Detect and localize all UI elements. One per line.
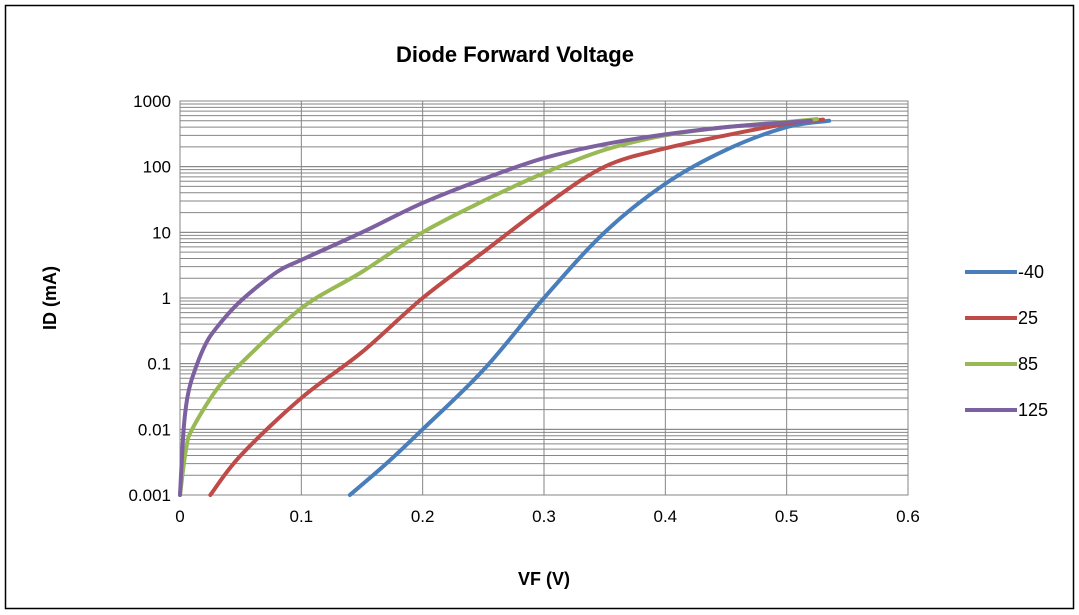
series-layer <box>178 117 832 497</box>
series-line-2 <box>208 117 826 497</box>
y-tick-label: 0.001 <box>128 486 171 505</box>
legend-label: -40 <box>1018 262 1044 282</box>
y-tick-labels: 0.001 0.01 0.1 1 10 100 1000 <box>128 92 171 505</box>
x-tick-label: 0.6 <box>896 507 920 526</box>
x-tick-label: 0 <box>175 507 184 526</box>
y-tick-label: 0.01 <box>138 420 171 439</box>
y-tick-label: 1 <box>162 289 171 308</box>
chart-title: Diode Forward Voltage <box>396 42 634 67</box>
x-tick-label: 0.2 <box>411 507 435 526</box>
x-tick-label: 0.1 <box>290 507 314 526</box>
y-tick-label: 0.1 <box>147 355 171 374</box>
legend-label: 25 <box>1018 308 1038 328</box>
legend: -40 25 85 125 <box>965 262 1048 420</box>
x-tick-labels: 0 0.1 0.2 0.3 0.4 0.5 0.6 <box>175 507 920 526</box>
series-line-1 <box>347 118 832 497</box>
legend-label: 85 <box>1018 354 1038 374</box>
x-tick-label: 0.3 <box>532 507 556 526</box>
y-tick-label: 1000 <box>133 92 171 111</box>
x-axis-title: VF (V) <box>518 569 570 589</box>
series-line-4 <box>178 118 813 497</box>
y-tick-label: 100 <box>143 158 171 177</box>
x-tick-label: 0.4 <box>654 507 678 526</box>
chart-border <box>4 4 1075 610</box>
y-axis-title: ID (mA) <box>40 266 60 330</box>
y-tick-label: 10 <box>152 223 171 242</box>
legend-label: 125 <box>1018 400 1048 420</box>
plot-area-frame <box>179 100 909 496</box>
x-tick-label: 0.5 <box>775 507 799 526</box>
